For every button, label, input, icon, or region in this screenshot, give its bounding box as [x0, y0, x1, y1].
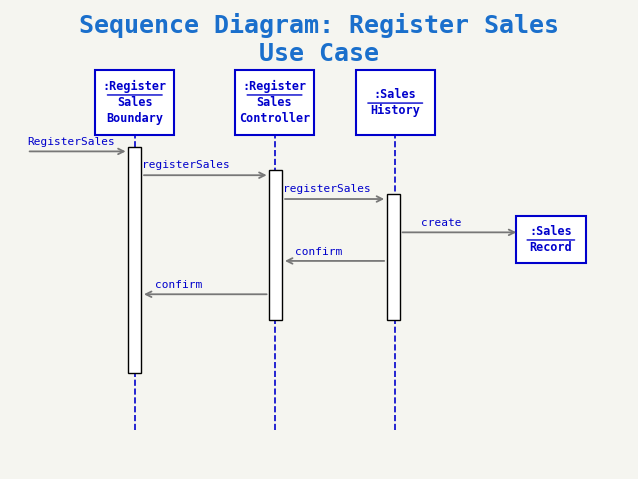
Text: registerSales: registerSales: [142, 160, 230, 171]
Text: confirm: confirm: [155, 281, 202, 290]
Text: Boundary: Boundary: [107, 112, 163, 125]
Text: Sales: Sales: [117, 96, 152, 109]
FancyBboxPatch shape: [128, 147, 141, 373]
FancyBboxPatch shape: [235, 70, 315, 135]
Text: registerSales: registerSales: [283, 184, 371, 194]
Text: confirm: confirm: [295, 247, 342, 257]
Text: Sales: Sales: [256, 96, 292, 109]
FancyBboxPatch shape: [516, 216, 586, 263]
Text: Use Case: Use Case: [259, 42, 379, 66]
Text: create: create: [420, 218, 461, 228]
FancyBboxPatch shape: [95, 70, 174, 135]
Text: :Sales: :Sales: [530, 225, 572, 238]
Text: :Sales: :Sales: [374, 88, 417, 101]
Text: :Register: :Register: [103, 80, 167, 93]
Text: RegisterSales: RegisterSales: [27, 137, 115, 147]
FancyBboxPatch shape: [387, 194, 399, 320]
Text: History: History: [370, 104, 420, 117]
Text: :Register: :Register: [242, 80, 307, 93]
Text: Sequence Diagram: Register Sales: Sequence Diagram: Register Sales: [79, 13, 559, 38]
FancyBboxPatch shape: [269, 171, 282, 320]
Text: Controller: Controller: [239, 112, 310, 125]
Text: Record: Record: [530, 241, 572, 254]
FancyBboxPatch shape: [355, 70, 435, 135]
